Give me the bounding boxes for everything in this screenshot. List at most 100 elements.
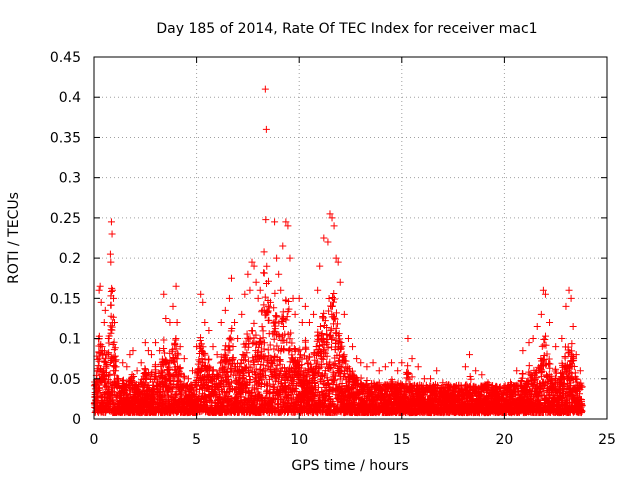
data-point bbox=[261, 353, 269, 361]
data-point bbox=[181, 373, 189, 381]
data-point bbox=[229, 354, 237, 362]
data-point bbox=[245, 357, 253, 365]
data-point bbox=[262, 216, 270, 224]
data-point bbox=[148, 369, 156, 377]
data-point bbox=[270, 345, 278, 353]
data-point bbox=[259, 327, 267, 335]
data-point bbox=[103, 360, 111, 368]
data-points bbox=[90, 85, 586, 417]
data-point bbox=[275, 319, 283, 327]
data-point bbox=[111, 344, 119, 352]
data-point bbox=[264, 346, 272, 354]
data-point bbox=[260, 248, 268, 256]
data-point bbox=[104, 383, 112, 391]
data-point bbox=[330, 298, 338, 306]
data-point bbox=[174, 351, 182, 359]
data-point bbox=[255, 343, 263, 351]
data-point bbox=[271, 289, 279, 297]
data-point bbox=[266, 341, 274, 349]
data-point bbox=[206, 363, 214, 371]
data-point bbox=[112, 363, 120, 371]
data-point bbox=[226, 346, 234, 354]
data-point bbox=[166, 365, 174, 373]
data-point bbox=[101, 355, 109, 363]
data-point bbox=[180, 372, 188, 380]
chart-title: Day 185 of 2014, Rate Of TEC Index for r… bbox=[156, 21, 537, 37]
data-point bbox=[106, 370, 114, 378]
data-point bbox=[101, 347, 109, 355]
data-point bbox=[221, 351, 229, 359]
data-point bbox=[263, 262, 271, 270]
data-point bbox=[204, 382, 212, 390]
data-point bbox=[94, 355, 102, 363]
data-point bbox=[260, 345, 268, 353]
data-point bbox=[198, 340, 206, 348]
grid-lines bbox=[94, 57, 607, 419]
data-point bbox=[201, 351, 209, 359]
data-point bbox=[110, 346, 118, 354]
data-point bbox=[260, 354, 268, 362]
data-point bbox=[197, 334, 205, 342]
data-point bbox=[216, 359, 224, 367]
data-point bbox=[177, 390, 185, 398]
data-point bbox=[265, 277, 273, 285]
data-point bbox=[202, 378, 210, 386]
data-point bbox=[259, 334, 267, 342]
data-point bbox=[95, 354, 103, 362]
data-point bbox=[265, 316, 273, 324]
data-point bbox=[160, 345, 168, 353]
data-point bbox=[105, 339, 113, 347]
data-point bbox=[232, 371, 240, 379]
data-point bbox=[111, 371, 119, 379]
data-point bbox=[404, 362, 412, 370]
data-point bbox=[273, 312, 281, 320]
data-point bbox=[209, 366, 217, 374]
data-point bbox=[110, 338, 118, 346]
data-point bbox=[105, 371, 113, 379]
data-point bbox=[169, 385, 177, 393]
data-point bbox=[252, 331, 260, 339]
data-point bbox=[261, 339, 269, 347]
data-point bbox=[205, 355, 213, 363]
data-point bbox=[262, 371, 270, 379]
data-point bbox=[108, 284, 116, 292]
data-point bbox=[270, 304, 278, 312]
data-point bbox=[250, 361, 258, 369]
data-point bbox=[253, 384, 261, 392]
data-point bbox=[147, 370, 155, 378]
data-point bbox=[246, 375, 254, 383]
data-point bbox=[248, 327, 256, 335]
data-point bbox=[266, 382, 274, 390]
data-point bbox=[241, 353, 249, 361]
data-point bbox=[165, 363, 173, 371]
data-point bbox=[257, 337, 265, 345]
data-point bbox=[149, 378, 157, 386]
data-point bbox=[198, 355, 206, 363]
data-point bbox=[162, 375, 170, 383]
data-point bbox=[172, 335, 180, 343]
data-point bbox=[160, 336, 168, 344]
data-point bbox=[109, 313, 117, 321]
data-point bbox=[248, 391, 256, 399]
data-point bbox=[330, 289, 338, 297]
data-point bbox=[250, 319, 258, 327]
data-point bbox=[107, 301, 115, 309]
data-point bbox=[110, 388, 118, 396]
data-point bbox=[168, 347, 176, 355]
data-point bbox=[172, 345, 180, 353]
data-point bbox=[280, 322, 288, 330]
data-point bbox=[169, 345, 177, 353]
data-point bbox=[227, 336, 235, 344]
data-point bbox=[246, 335, 254, 343]
data-point bbox=[258, 340, 266, 348]
data-point bbox=[171, 340, 179, 348]
data-point bbox=[176, 364, 184, 372]
data-point bbox=[258, 323, 266, 331]
data-point bbox=[152, 366, 160, 374]
data-point bbox=[112, 356, 120, 364]
data-point bbox=[260, 269, 268, 277]
data-point bbox=[199, 343, 207, 351]
data-point bbox=[225, 335, 233, 343]
